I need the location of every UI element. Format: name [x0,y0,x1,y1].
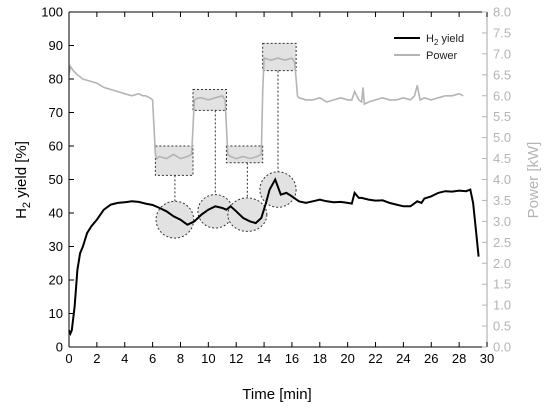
y-left-axis-title: H2 yield [%] [13,141,33,219]
y-left-tick-label-80: 80 [49,72,63,87]
y-left-tick-label-100: 100 [41,5,63,20]
x-tick-label-28: 28 [452,351,466,366]
y-right-tick-label-7.5: 7.5 [493,25,511,40]
legend-h2-label: H2 yield [426,33,464,47]
y-right-tick-label-0.0: 0.0 [493,340,511,355]
x-tick-label-0: 0 [65,351,72,366]
y-left-suffix: yield [%] [13,141,30,202]
x-tick-label-14: 14 [257,351,271,366]
y-left-tick-label-60: 60 [49,139,63,154]
y-right-tick-label-2.5: 2.5 [493,235,511,250]
x-tick-label-26: 26 [424,351,438,366]
y-left-tick-label-0: 0 [56,340,63,355]
x-tick-label-20: 20 [340,351,354,366]
axes-layer: 0 2 4 6 8 10 12 14 16 18 20 22 24 26 28 300102030405060… [41,5,511,367]
x-tick-label-30: 30 [480,351,494,366]
y-right-tick-label-4.0: 4.0 [493,172,511,187]
h2-highlight-ellipse-1 [155,200,195,239]
y-right-tick-label-4.5: 4.5 [493,151,511,166]
h2-highlight-ellipse-3 [227,197,268,232]
legend-h2-suffix: yield [438,33,464,45]
x-tick-label-18: 18 [313,351,327,366]
annotation-layer [154,42,297,239]
y-right-tick-label-6.5: 6.5 [493,67,511,82]
y-left-tick-label-30: 30 [49,239,63,254]
y-left-tick-label-70: 70 [49,105,63,120]
x-tick-label-10: 10 [201,351,215,366]
y-left-tick-label-90: 90 [49,38,63,53]
x-tick-label-6: 6 [149,351,156,366]
y-right-tick-label-3.0: 3.0 [493,214,511,229]
y-left-tick-label-50: 50 [49,172,63,187]
h2-yield-series-line [68,177,480,337]
x-axis-title: Time [min] [242,386,311,403]
x-tick-label-16: 16 [285,351,299,366]
y-left-tick-label-40: 40 [49,206,63,221]
y-right-tick-label-8.0: 8.0 [493,5,511,20]
x-tick-label-22: 22 [368,351,382,366]
y-right-tick-label-0.5: 0.5 [493,319,511,334]
power-highlight-box-4 [262,42,297,72]
y-right-tick-label-7.0: 7.0 [493,46,511,61]
y-right-tick-label-1.0: 1.0 [493,298,511,313]
y-right-axis-title: Power [kW] [525,142,542,219]
y-right-tick-label-5.5: 5.5 [493,109,511,124]
y-left-tick-label-20: 20 [49,273,63,288]
legend-power-label: Power [426,50,458,62]
series-layer [68,57,480,337]
h2-highlight-ellipse-2 [197,194,234,229]
x-tick-label-24: 24 [396,351,410,366]
y-right-tick-label-1.5: 1.5 [493,277,511,292]
y-right-tick-label-6.0: 6.0 [493,88,511,103]
y-left-tick-label-10: 10 [49,306,63,321]
x-tick-label-8: 8 [177,351,184,366]
legend-h2-subscript: 2 [434,38,439,47]
y-right-tick-label-5.0: 5.0 [493,130,511,145]
power-highlight-box-3 [225,145,264,164]
power-highlight-box-1 [154,145,194,176]
x-tick-label-4: 4 [121,351,128,366]
x-tick-label-2: 2 [93,351,100,366]
legend: H2 yield Power [394,33,464,62]
x-tick-label-12: 12 [229,351,243,366]
y-right-tick-label-2.0: 2.0 [493,256,511,271]
y-right-tick-label-3.5: 3.5 [493,193,511,208]
y-left-subscript: 2 [21,202,33,208]
power-series-line [68,57,464,160]
